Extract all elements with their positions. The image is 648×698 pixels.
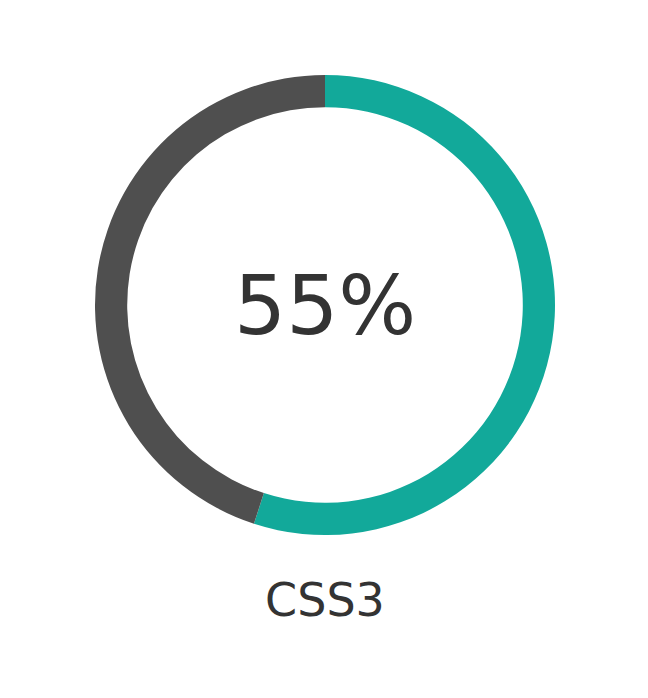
svg-text:CSS3: CSS3	[265, 573, 385, 627]
svg-text:55%: 55%	[234, 258, 416, 353]
